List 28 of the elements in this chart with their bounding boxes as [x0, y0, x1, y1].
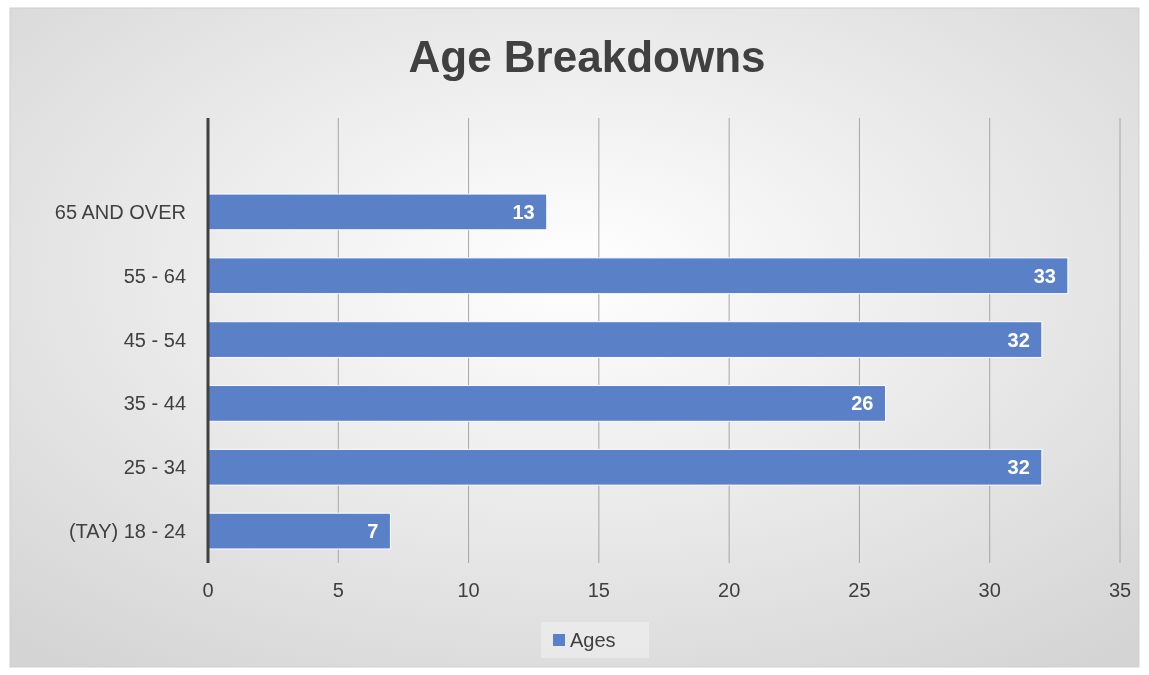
bar: [207, 512, 391, 550]
bar: [207, 321, 1043, 358]
text: Ages: [570, 629, 616, 651]
x-tick-label: 30: [978, 579, 1001, 601]
bar: [207, 448, 1043, 486]
bar: [207, 257, 1069, 295]
data-label: 32: [1007, 456, 1030, 479]
data-label: 32: [1007, 328, 1030, 351]
chart-title: Age Breakdowns: [408, 32, 766, 81]
x-tick-label: 0: [202, 579, 214, 601]
y-tick-label: 45 - 54: [123, 328, 186, 351]
y-tick-label: 65 AND OVER: [54, 200, 186, 223]
y-tick-label: (TAY) 18 - 24: [68, 520, 186, 543]
x-tick-label: 5: [332, 579, 344, 601]
data-label: 33: [1033, 264, 1056, 287]
x-tick-label: 25: [848, 579, 871, 601]
y-tick-label: 35 - 44: [123, 392, 186, 415]
data-label: 7: [367, 520, 379, 543]
bar: [207, 385, 886, 422]
data-label: 26: [851, 392, 874, 415]
bar: [207, 193, 548, 231]
x-tick-label: 10: [457, 579, 480, 601]
y-tick-label: 25 - 34: [123, 456, 186, 479]
x-tick-label: 20: [718, 579, 741, 601]
data-label: 13: [512, 200, 535, 223]
y-tick-label: 55 - 64: [123, 264, 186, 287]
x-tick-label: 35: [1108, 579, 1132, 601]
x-tick-label: 15: [587, 579, 610, 601]
